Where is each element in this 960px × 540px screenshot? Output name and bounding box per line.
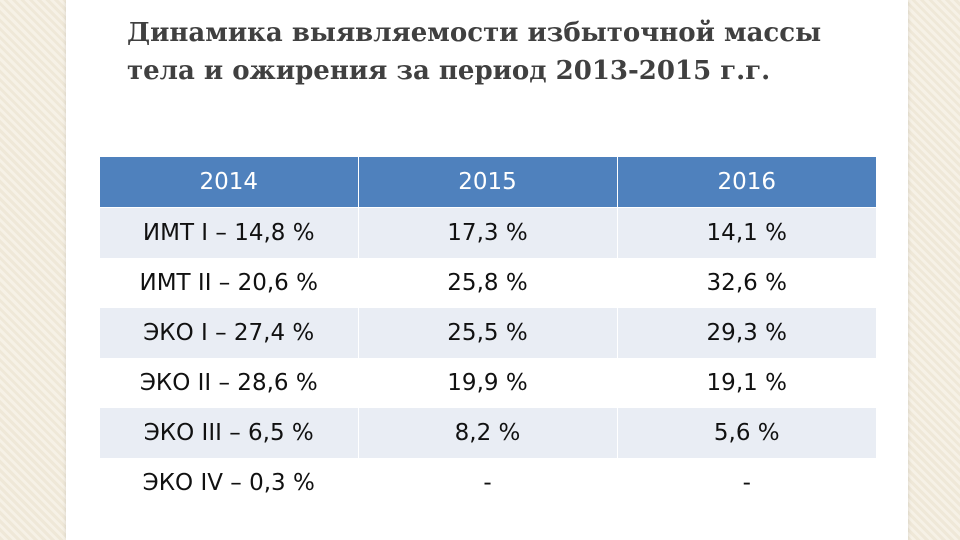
title-line-1: Динамика выявляемости избыточной массы <box>127 18 822 48</box>
value-cell: 8,2 % <box>357 407 617 458</box>
value-cell: 5,6 % <box>616 407 876 458</box>
header-cell-2014: 2014 <box>100 157 358 208</box>
row-label-cell: ЭКО III – 6,5 % <box>100 407 358 458</box>
value-cell: 29,3 % <box>616 307 876 358</box>
value-cell: 19,9 % <box>357 357 617 408</box>
header-cell-2016: 2016 <box>616 157 876 208</box>
slide-title: Динамика выявляемости избыточной массы т… <box>127 14 887 90</box>
title-line-2: тела и ожирения за период 2013-2015 г.г. <box>127 56 771 86</box>
value-cell: 25,5 % <box>357 307 617 358</box>
header-cell-2015: 2015 <box>357 157 617 208</box>
left-decorative-border <box>0 0 66 540</box>
row-label-cell: ЭКО IV – 0,3 % <box>100 457 358 507</box>
row-label-cell: ЭКО I – 27,4 % <box>100 307 358 358</box>
row-label-cell: ИМТ II – 20,6 % <box>100 257 358 308</box>
value-cell: 32,6 % <box>616 257 876 308</box>
value-cell: 17,3 % <box>357 207 617 258</box>
value-cell: 19,1 % <box>616 357 876 408</box>
value-cell: 14,1 % <box>616 207 876 258</box>
row-label-cell: ЭКО II – 28,6 % <box>100 357 358 408</box>
table-row: ЭКО II – 28,6 % 19,9 % 19,1 % <box>100 357 876 408</box>
table-row: ЭКО IV – 0,3 % - - <box>100 457 876 507</box>
table-row: ЭКО III – 6,5 % 8,2 % 5,6 % <box>100 407 876 458</box>
table-header-row: 2014 2015 2016 <box>100 157 876 208</box>
obesity-dynamics-table: 2014 2015 2016 ИМТ I – 14,8 % 17,3 % 14,… <box>100 157 876 507</box>
value-cell: 25,8 % <box>357 257 617 308</box>
right-decorative-border <box>908 0 960 540</box>
table-row: ИМТ I – 14,8 % 17,3 % 14,1 % <box>100 207 876 258</box>
value-cell: - <box>357 457 617 507</box>
table-row: ЭКО I – 27,4 % 25,5 % 29,3 % <box>100 307 876 358</box>
row-label-cell: ИМТ I – 14,8 % <box>100 207 358 258</box>
table-row: ИМТ II – 20,6 % 25,8 % 32,6 % <box>100 257 876 308</box>
value-cell: - <box>616 457 876 507</box>
